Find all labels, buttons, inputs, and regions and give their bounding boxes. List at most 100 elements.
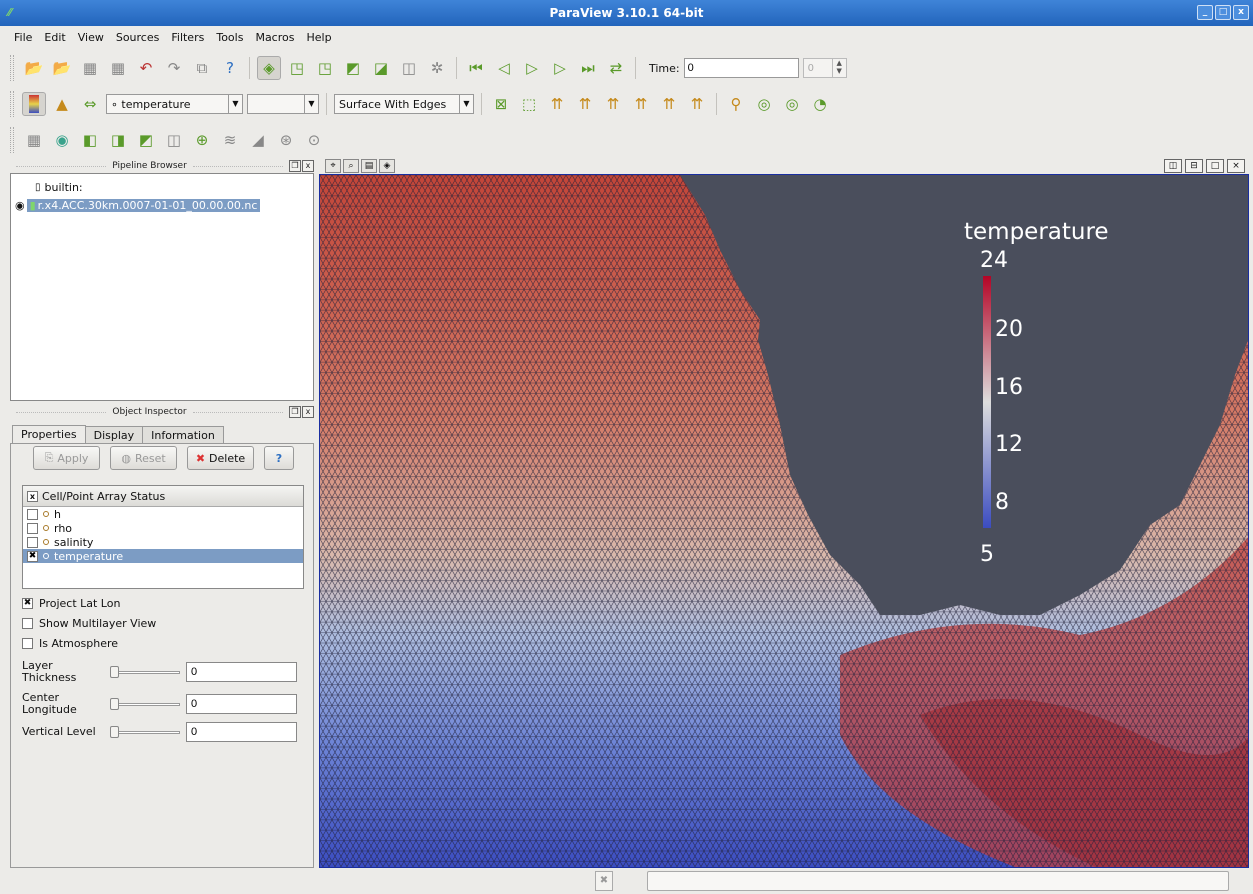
eye-icon[interactable]: ◉: [15, 198, 25, 212]
connect-icon[interactable]: ⧉: [196, 59, 208, 77]
view-minus-z-icon[interactable]: ⇈: [690, 95, 704, 113]
select-all-checkbox[interactable]: x: [27, 490, 38, 502]
stream-tracer-icon[interactable]: ≋: [223, 131, 237, 149]
pick-center-point-icon[interactable]: ◔: [813, 95, 827, 113]
maximize-button[interactable]: □: [1215, 5, 1231, 20]
tab-information[interactable]: Information: [142, 426, 224, 444]
select-frustum-icon[interactable]: ◩: [345, 59, 361, 77]
contour-icon[interactable]: ◉: [55, 131, 69, 149]
menu-filters[interactable]: Filters: [171, 30, 205, 44]
list-item[interactable]: ✖ temperature: [23, 549, 303, 563]
help-button[interactable]: ?: [264, 446, 294, 470]
float-icon[interactable]: ❐: [289, 406, 301, 418]
layer-thickness-input[interactable]: [186, 662, 297, 682]
help-icon[interactable]: ?: [226, 59, 234, 77]
first-frame-icon[interactable]: ⏮: [469, 59, 483, 77]
representation-select[interactable]: Surface With Edges ▼: [334, 94, 474, 114]
redo-icon[interactable]: ↷: [167, 59, 181, 77]
threshold-icon[interactable]: ◩: [138, 131, 154, 149]
menu-view[interactable]: View: [77, 30, 104, 44]
array-status-header[interactable]: x Cell/Point Array Status: [23, 486, 303, 507]
render-view[interactable]: temperature 24 20 16 12 8 5: [319, 174, 1249, 868]
split-horizontal-icon[interactable]: ◫: [1164, 159, 1182, 173]
loop-icon[interactable]: ⇄: [609, 59, 623, 77]
server-item[interactable]: ▯ builtin:: [11, 178, 313, 196]
open-icon[interactable]: 📂: [24, 59, 44, 77]
view-minus-y-icon[interactable]: ⇈: [634, 95, 648, 113]
timestep-spinbox[interactable]: 0 ▲ ▼: [802, 58, 847, 78]
calculator-icon[interactable]: ▦: [26, 131, 42, 149]
slice-icon[interactable]: ◨: [110, 131, 126, 149]
menu-tools[interactable]: Tools: [216, 30, 244, 44]
toggle-color-legend-icon[interactable]: [22, 92, 46, 116]
show-multilayer-option[interactable]: Show Multilayer View: [22, 617, 156, 630]
tab-display[interactable]: Display: [84, 426, 144, 444]
view-plus-z-icon[interactable]: ⇈: [662, 95, 676, 113]
close-icon[interactable]: x: [302, 406, 314, 418]
color-array-select[interactable]: ∘ temperature ▼: [106, 94, 243, 114]
warp-vector-icon[interactable]: ◢: [252, 131, 264, 149]
close-icon[interactable]: x: [302, 160, 314, 172]
select-cells-icon[interactable]: ◳: [289, 59, 305, 77]
select-clear-icon[interactable]: ◫: [401, 59, 417, 77]
apply-button[interactable]: ⎘ Apply: [33, 446, 100, 470]
time-input[interactable]: [683, 58, 799, 78]
extract-subset-icon[interactable]: ◫: [166, 131, 182, 149]
list-item[interactable]: h: [23, 507, 303, 521]
close-view-icon[interactable]: ×: [1227, 159, 1245, 173]
save-data-icon[interactable]: ▦: [82, 59, 98, 77]
tab-properties[interactable]: Properties: [12, 425, 86, 444]
list-item[interactable]: rho: [23, 521, 303, 535]
is-atmosphere-checkbox[interactable]: [22, 638, 33, 649]
pick-center-icon[interactable]: ✲: [430, 59, 444, 77]
abort-icon[interactable]: ✖: [595, 871, 613, 891]
next-frame-icon[interactable]: ▷: [554, 59, 566, 77]
split-vertical-icon[interactable]: ⊟: [1185, 159, 1203, 173]
zoom-to-box-icon[interactable]: ⬚: [521, 95, 537, 113]
delete-button[interactable]: ✖ Delete: [187, 446, 254, 470]
camera-icon[interactable]: ⌖: [325, 159, 341, 173]
array-checkbox[interactable]: ✖: [27, 550, 38, 562]
view-plus-x-icon[interactable]: ⇈: [550, 95, 564, 113]
render-view-icon[interactable]: ◈: [379, 159, 395, 173]
menu-help[interactable]: Help: [306, 30, 332, 44]
vertical-level-input[interactable]: [186, 722, 297, 742]
center-longitude-input[interactable]: [186, 694, 297, 714]
vertical-level-slider[interactable]: [110, 725, 180, 739]
array-checkbox[interactable]: [27, 536, 38, 548]
minimize-button[interactable]: _: [1197, 5, 1213, 20]
select-block-icon[interactable]: ◪: [373, 59, 389, 77]
reset-center-icon[interactable]: ◎: [785, 95, 799, 113]
play-icon[interactable]: ▷: [526, 59, 538, 77]
edit-color-map-icon[interactable]: ▲: [56, 95, 68, 113]
component-select[interactable]: ▼: [247, 94, 319, 114]
close-button[interactable]: x: [1233, 5, 1249, 20]
lookmark-icon[interactable]: ⌕: [343, 159, 359, 173]
array-checkbox[interactable]: [27, 522, 38, 534]
list-item[interactable]: salinity: [23, 535, 303, 549]
rescale-range-icon[interactable]: ⇔: [83, 95, 97, 113]
menu-edit[interactable]: Edit: [44, 30, 66, 44]
project-lat-lon-checkbox[interactable]: ✖: [22, 598, 33, 609]
undo-icon[interactable]: ↶: [139, 59, 153, 77]
last-frame-icon[interactable]: ⏭: [581, 59, 595, 77]
view-minus-x-icon[interactable]: ⇈: [578, 95, 592, 113]
maximize-view-icon[interactable]: □: [1206, 159, 1224, 173]
center-axes-icon[interactable]: ⚲: [730, 95, 742, 113]
array-checkbox[interactable]: [27, 508, 38, 520]
reset-button[interactable]: ◍ Reset: [110, 446, 177, 470]
spin-arrows-icon[interactable]: ▲ ▼: [831, 59, 846, 77]
float-icon[interactable]: ❐: [289, 160, 301, 172]
center-longitude-slider[interactable]: [110, 697, 180, 711]
layer-thickness-slider[interactable]: [110, 665, 180, 679]
project-lat-lon-option[interactable]: ✖ Project Lat Lon: [22, 597, 120, 610]
menu-file[interactable]: File: [14, 30, 33, 44]
show-center-icon[interactable]: ◎: [757, 95, 771, 113]
view-plus-y-icon[interactable]: ⇈: [606, 95, 620, 113]
reset-camera-icon[interactable]: ⊠: [494, 95, 508, 113]
select-points-icon[interactable]: ◳: [317, 59, 333, 77]
glyph-icon[interactable]: ⊕: [195, 131, 209, 149]
clip-icon[interactable]: ◧: [82, 131, 98, 149]
is-atmosphere-option[interactable]: Is Atmosphere: [22, 637, 118, 650]
capture-icon[interactable]: ▤: [361, 159, 377, 173]
